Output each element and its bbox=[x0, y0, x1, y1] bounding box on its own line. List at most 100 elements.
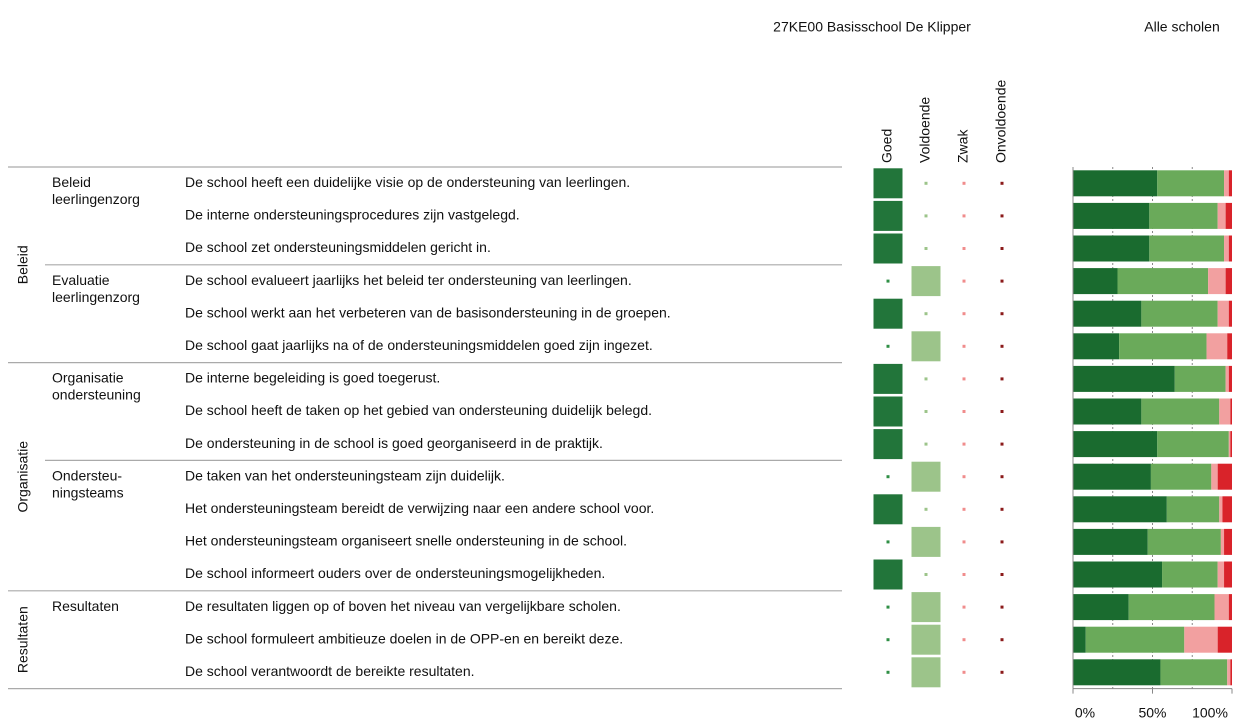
score-cell bbox=[911, 266, 941, 297]
bar-segment bbox=[1224, 170, 1229, 197]
bar-segment bbox=[1085, 626, 1185, 653]
score-dot bbox=[962, 181, 966, 185]
subgroup-label: leerlingenzorg bbox=[52, 289, 140, 305]
item-text: De school evalueert jaarlijks het beleid… bbox=[185, 272, 632, 288]
bar-segment bbox=[1149, 235, 1225, 262]
bar-segment bbox=[1073, 170, 1158, 197]
score-dot bbox=[886, 344, 890, 348]
score-dot bbox=[962, 214, 966, 218]
bar-segment bbox=[1217, 300, 1229, 327]
score-dot bbox=[1000, 638, 1004, 642]
bar-segment bbox=[1217, 463, 1232, 490]
column-header: Zwak bbox=[955, 129, 971, 163]
score-cell bbox=[911, 657, 941, 688]
score-dot bbox=[924, 442, 928, 446]
bar-segment bbox=[1217, 561, 1225, 588]
bar-segment bbox=[1208, 268, 1226, 295]
bar-segment bbox=[1228, 594, 1232, 621]
score-dot bbox=[886, 638, 890, 642]
bar-segment bbox=[1228, 170, 1232, 197]
bar-segment bbox=[1073, 333, 1120, 360]
score-dot bbox=[886, 475, 890, 479]
score-dot bbox=[924, 573, 928, 576]
subgroup-label: Evaluatie bbox=[52, 272, 110, 288]
score-cell bbox=[873, 363, 903, 394]
score-dot bbox=[924, 410, 928, 413]
item-text: De resultaten liggen op of boven het niv… bbox=[185, 598, 621, 614]
item-text: De school verantwoordt de bereikte resul… bbox=[185, 663, 475, 679]
bar-segment bbox=[1119, 333, 1207, 360]
item-text: De school heeft een duidelijke visie op … bbox=[185, 174, 630, 190]
school-header: 27KE00 Basisschool De Klipper bbox=[773, 19, 971, 35]
item-text: De school heeft de taken op het gebied v… bbox=[185, 402, 652, 418]
bar-segment bbox=[1224, 235, 1229, 262]
column-header: Voldoende bbox=[917, 97, 933, 163]
x-tick-label: 0% bbox=[1075, 704, 1095, 720]
score-dot bbox=[886, 670, 890, 674]
bar-segment bbox=[1073, 626, 1086, 653]
bar-segment bbox=[1157, 431, 1229, 458]
score-dot bbox=[962, 475, 966, 479]
score-cell bbox=[911, 624, 941, 655]
score-dot bbox=[962, 670, 966, 674]
item-text: De interne ondersteuningsprocedures zijn… bbox=[185, 207, 520, 223]
score-dot bbox=[924, 377, 928, 381]
bar-segment bbox=[1073, 398, 1142, 425]
score-dot bbox=[1000, 410, 1004, 413]
bar-segment bbox=[1230, 398, 1232, 425]
score-cell bbox=[873, 494, 903, 525]
score-dot bbox=[962, 507, 966, 511]
bar-segment bbox=[1228, 300, 1232, 327]
bar-segment bbox=[1228, 365, 1232, 392]
bar-segment bbox=[1224, 561, 1232, 588]
score-dot bbox=[924, 507, 928, 511]
bar-segment bbox=[1117, 268, 1209, 295]
bar-segment bbox=[1157, 170, 1225, 197]
bar-segment bbox=[1206, 333, 1228, 360]
subgroup-label: ondersteuning bbox=[52, 387, 141, 403]
score-dot bbox=[1000, 377, 1004, 381]
bar-segment bbox=[1160, 659, 1228, 686]
bar-segment bbox=[1225, 268, 1232, 295]
score-cell bbox=[873, 429, 903, 460]
bar-segment bbox=[1141, 398, 1220, 425]
score-cell bbox=[873, 233, 903, 264]
bar-segment bbox=[1228, 431, 1231, 458]
score-dot bbox=[1000, 312, 1004, 316]
bar-segment bbox=[1220, 528, 1225, 555]
item-text: De school zet ondersteuningsmiddelen ger… bbox=[185, 239, 491, 255]
column-header: Onvoldoende bbox=[993, 79, 1009, 163]
subgroup-label: Beleid bbox=[52, 174, 91, 190]
bar-segment bbox=[1219, 398, 1231, 425]
all-header: Alle scholen bbox=[1144, 19, 1220, 35]
score-dot bbox=[962, 540, 966, 544]
score-cell bbox=[911, 526, 941, 557]
score-dot bbox=[1000, 344, 1004, 348]
column-header: Goed bbox=[879, 129, 895, 163]
bar-segment bbox=[1073, 365, 1175, 392]
group-label: Resultaten bbox=[15, 606, 31, 673]
score-dot bbox=[1000, 573, 1004, 576]
bar-segment bbox=[1219, 496, 1223, 523]
score-dot bbox=[1000, 279, 1004, 283]
bar-segment bbox=[1141, 300, 1218, 327]
bar-segment bbox=[1166, 496, 1220, 523]
score-cell bbox=[873, 559, 903, 590]
score-dot bbox=[962, 312, 966, 316]
score-cell bbox=[911, 592, 941, 623]
bar-segment bbox=[1224, 528, 1232, 555]
score-cell bbox=[873, 168, 903, 199]
score-dot bbox=[962, 605, 966, 609]
bar-segment bbox=[1227, 659, 1231, 686]
item-text: Het ondersteuningsteam organiseert snell… bbox=[185, 533, 627, 549]
subgroup-label: ningsteams bbox=[52, 484, 124, 500]
score-dot bbox=[924, 181, 928, 185]
bar-segment bbox=[1211, 463, 1218, 490]
score-dot bbox=[1000, 507, 1004, 511]
bar-segment bbox=[1149, 202, 1218, 229]
score-dot bbox=[962, 279, 966, 283]
score-cell bbox=[911, 461, 941, 492]
score-dot bbox=[1000, 181, 1004, 185]
bar-segment bbox=[1225, 202, 1232, 229]
